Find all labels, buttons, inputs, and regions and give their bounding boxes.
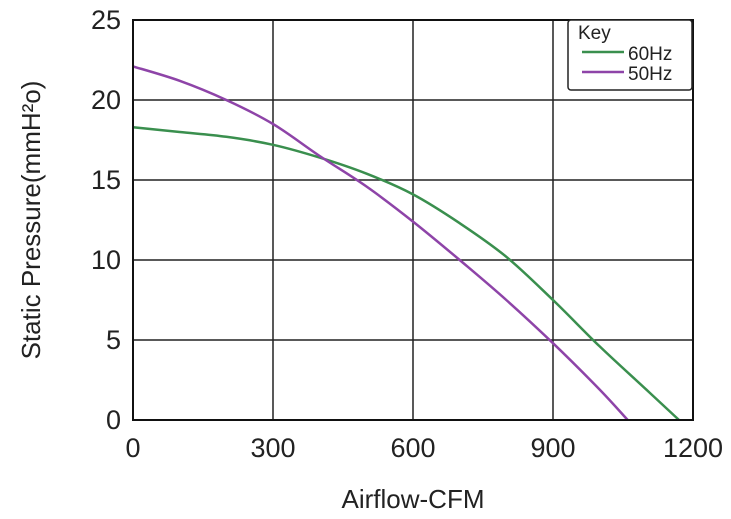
y-tick-label: 20 bbox=[91, 85, 121, 115]
y-tick-label: 0 bbox=[106, 405, 121, 435]
series-line-60hz bbox=[132, 125, 680, 421]
x-axis-label: Airflow-CFM bbox=[342, 484, 485, 514]
y-tick-label: 25 bbox=[91, 5, 121, 35]
y-tick-label: 5 bbox=[106, 325, 121, 355]
x-tick-label: 300 bbox=[250, 433, 295, 463]
x-tick-label: 900 bbox=[530, 433, 575, 463]
legend-label: 60Hz bbox=[628, 44, 672, 65]
x-tick-label: 1200 bbox=[663, 433, 723, 463]
plot-frame bbox=[132, 19, 694, 421]
legend-title: Key bbox=[578, 23, 611, 44]
series-lines bbox=[132, 65, 680, 421]
legend-label: 50Hz bbox=[628, 64, 672, 85]
x-tick-labels: 0 300 600 900 1200 bbox=[125, 433, 723, 463]
series-line-50hz bbox=[132, 65, 629, 421]
y-tick-labels: 0 5 10 15 20 25 bbox=[91, 5, 121, 435]
y-tick-label: 10 bbox=[91, 245, 121, 275]
x-tick-label: 0 bbox=[125, 433, 140, 463]
y-axis-label: Static Pressure(mmH²o) bbox=[16, 81, 46, 360]
x-tick-label: 600 bbox=[390, 433, 435, 463]
y-tick-label: 15 bbox=[91, 165, 121, 195]
